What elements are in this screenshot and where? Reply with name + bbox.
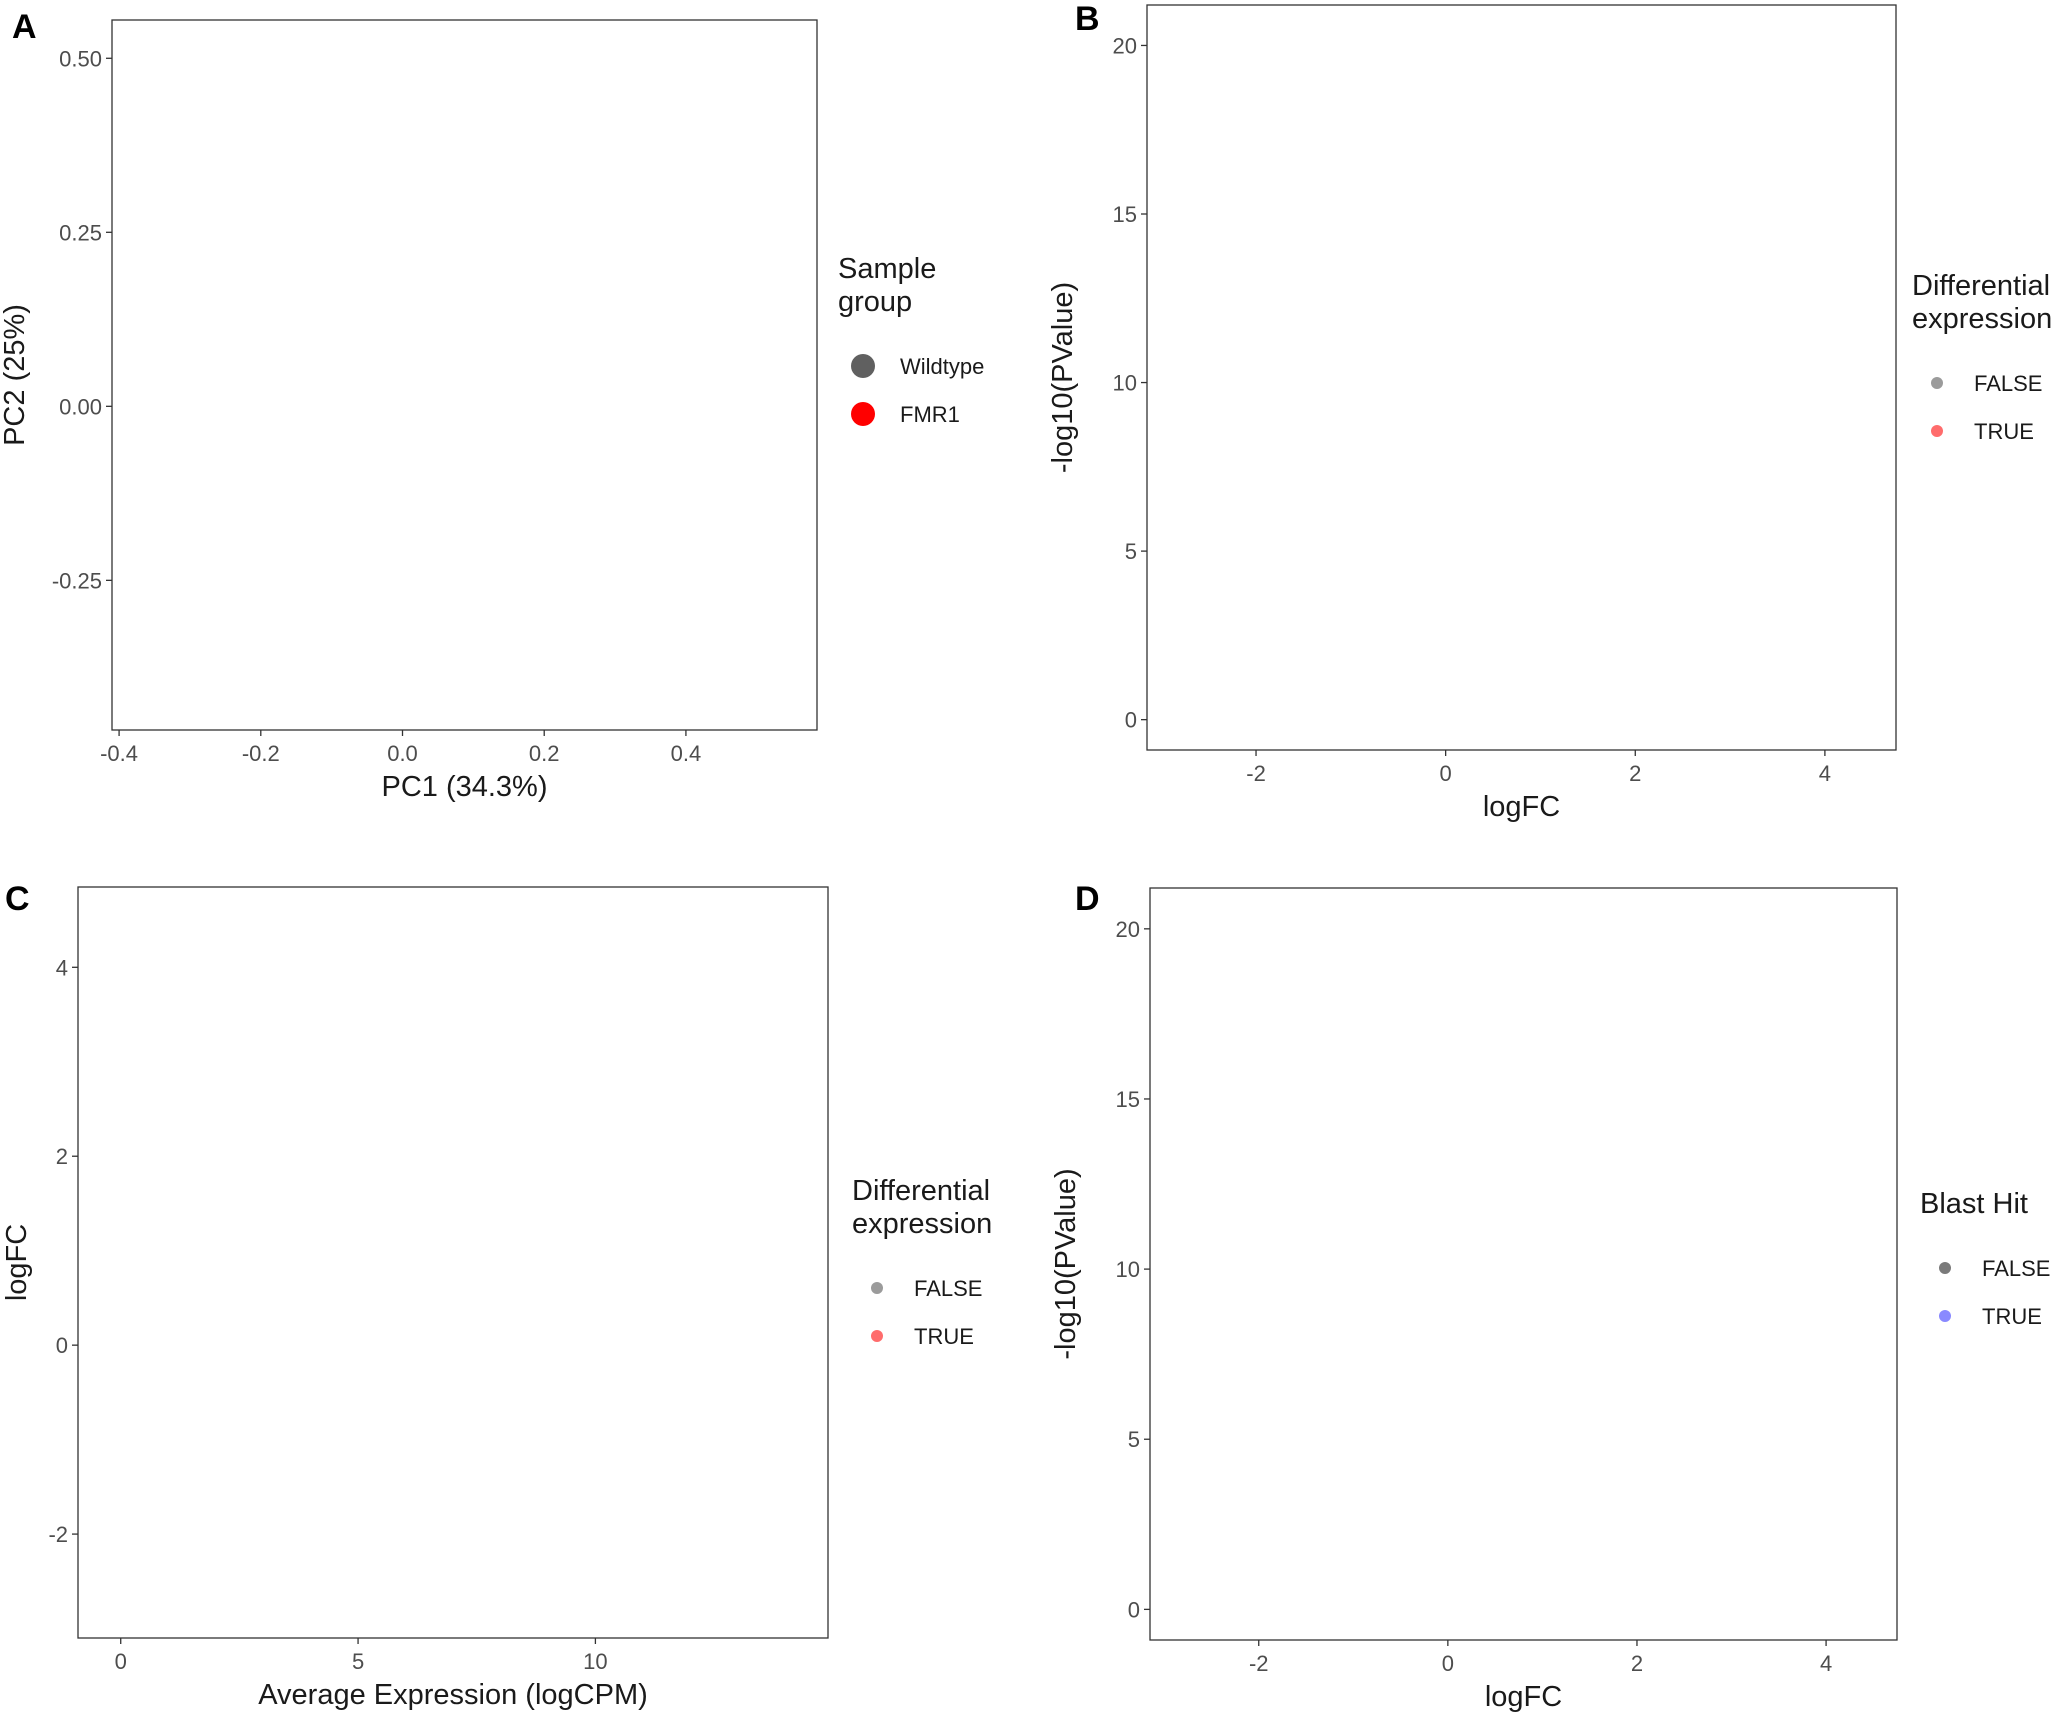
legend-label-false: FALSE (1974, 371, 2042, 396)
y-axis-title: -log10(PValue) (1047, 282, 1079, 473)
x-tick-label: 4 (1819, 761, 1831, 786)
x-tick-label: 0.4 (671, 741, 702, 766)
y-axis-title: PC2 (25%) (0, 304, 31, 446)
panel-letter: B (1075, 0, 1100, 38)
y-tick-label: 10 (1113, 371, 1137, 396)
panel-letter: C (5, 880, 30, 918)
x-tick-label: -0.4 (100, 741, 138, 766)
y-tick-label: -0.25 (52, 568, 102, 593)
panel-a: AS4S2S8S5ADGL-0.4-0.20.00.20.4-0.250.000… (0, 8, 984, 803)
legend-key-true (1931, 425, 1943, 437)
legend-title: group (838, 286, 912, 318)
legend-title: expression (1912, 303, 2052, 335)
legend-title: Differential (1912, 270, 2050, 302)
y-tick-label: 15 (1113, 202, 1137, 227)
y-tick-label: 0.25 (59, 220, 102, 245)
x-tick-label: -2 (1246, 761, 1266, 786)
x-axis-title: logFC (1483, 791, 1560, 823)
panel-c: CCU468164.1glasmtnl1si:dkey-35h6.1pcdh1g… (1, 880, 992, 1711)
x-tick-label: 2 (1629, 761, 1641, 786)
legend-label-true: TRUE (1974, 419, 2034, 444)
panel-letter: A (12, 8, 37, 46)
legend-key-false (1931, 377, 1943, 389)
x-axis-title: PC1 (34.3%) (381, 771, 547, 803)
axes: -0.4 -0.2 0.0 0.2 0.4 -0.25 0.00 0.25 0.50 (52, 46, 701, 766)
x-tick-label: 0.2 (529, 741, 560, 766)
legend-key-fmr1 (851, 402, 875, 426)
legend-label-fmr1: FMR1 (900, 402, 960, 427)
x-tick-label: 0.0 (387, 741, 418, 766)
y-tick-label: 20 (1113, 33, 1137, 58)
y-tick-label: 0.50 (59, 46, 102, 71)
plot-border (1146, 4, 1897, 751)
legend-label-wildtype: Wildtype (900, 354, 984, 379)
y-tick-label: 5 (1125, 539, 1137, 564)
panel-b: Bfmr1smtnl1CU468164.1slc7a2si:dkey-35h6.… (1047, 0, 2052, 823)
x-tick-label: 0 (1440, 761, 1452, 786)
y-tick-label: 0 (1125, 708, 1137, 733)
y-tick-label: 0.00 (59, 394, 102, 419)
plot-border (111, 19, 818, 731)
legend-title: Sample (838, 253, 936, 285)
legend-key-wildtype (851, 354, 875, 378)
x-tick-label: -0.2 (242, 741, 280, 766)
